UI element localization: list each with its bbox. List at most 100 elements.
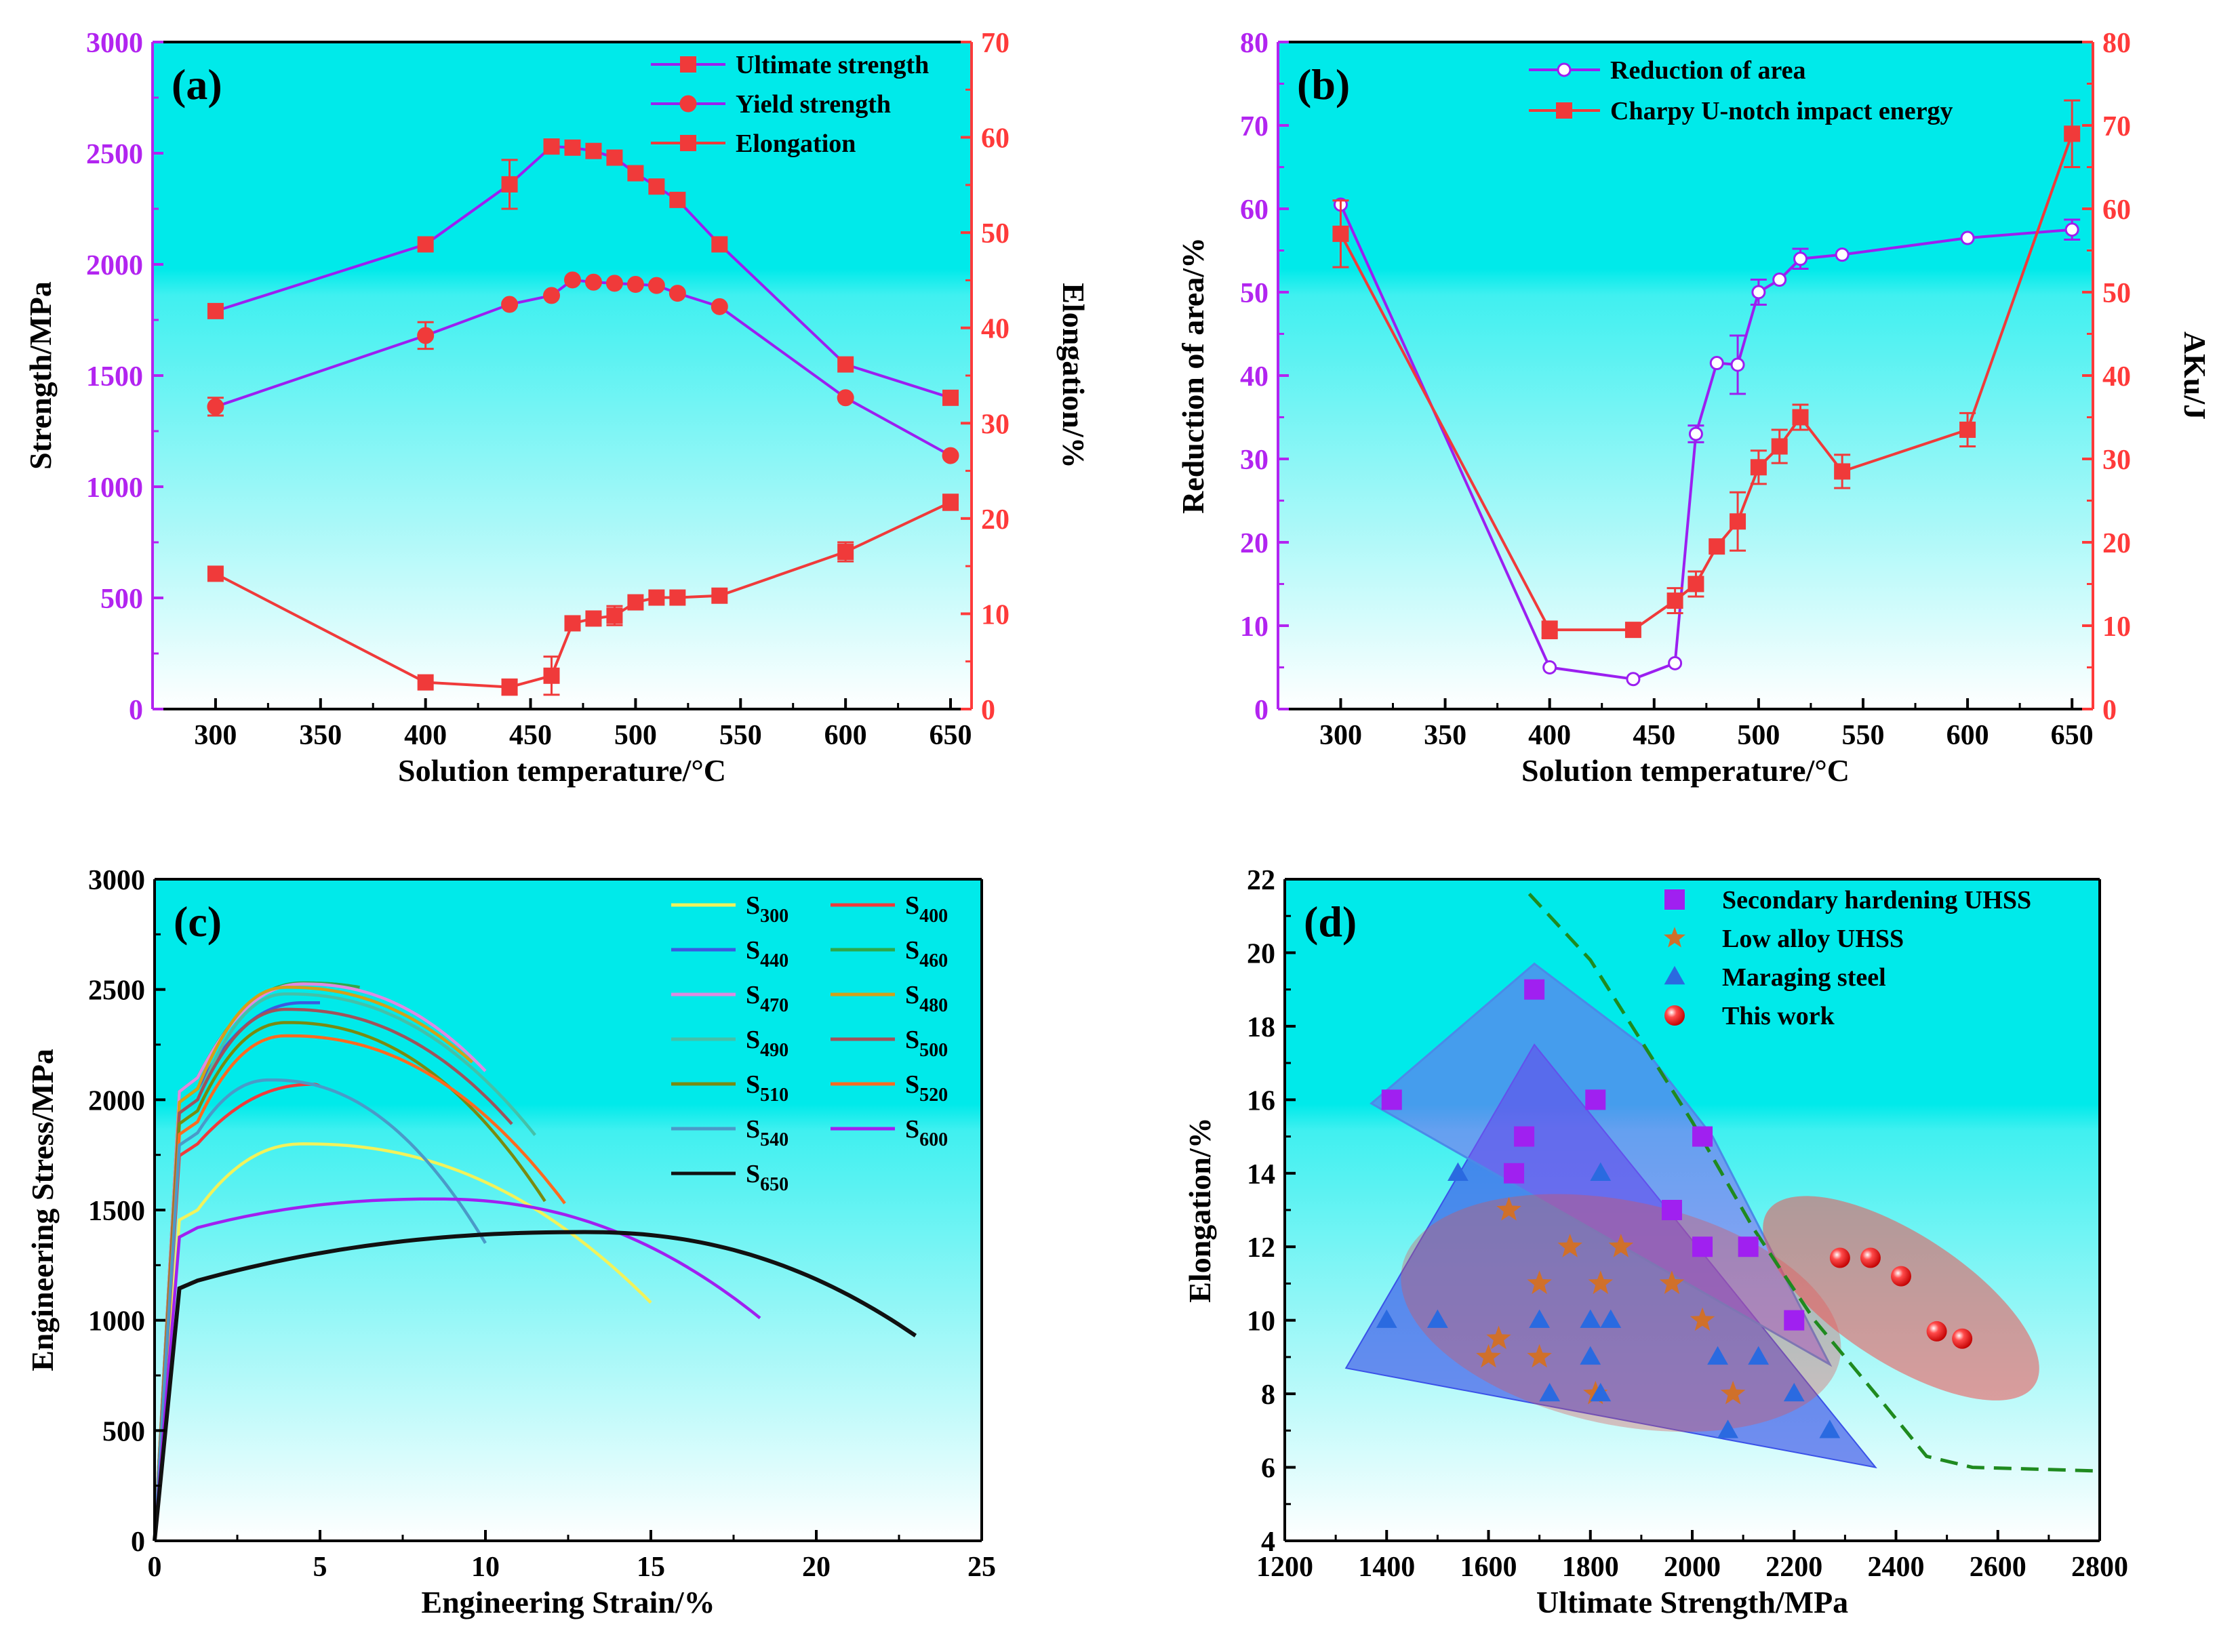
y2-tick-label: 10 [2102, 611, 2131, 643]
data-point-triangle [1447, 1162, 1469, 1181]
data-point [1688, 426, 1703, 441]
data-point-triangle [1539, 1383, 1561, 1402]
y2-tick-label: 0 [2102, 695, 2117, 726]
data-point [2064, 125, 2081, 142]
y2-tick-label: 20 [981, 504, 1010, 536]
y-tick-label: 500 [102, 1416, 145, 1447]
data-point-star [1476, 1344, 1501, 1368]
data-point [584, 273, 602, 291]
y-tick-label: 1500 [88, 1196, 145, 1227]
legend-label: S650 [746, 1160, 788, 1195]
data-point [585, 142, 602, 159]
legend-label-s: S [905, 936, 919, 965]
data-point [1835, 247, 1850, 262]
y2-tick-label: 80 [2102, 28, 2131, 59]
x-tick-label: 600 [824, 720, 867, 751]
data-point [1750, 459, 1767, 476]
panel-label: (b) [1297, 60, 1350, 108]
legend-label-sub: 600 [919, 1129, 948, 1150]
curve-S490 [153, 992, 536, 1542]
data-point-triangle [1426, 1309, 1448, 1328]
x-tick-label: 550 [719, 720, 762, 751]
data-point [942, 389, 959, 406]
data-point [1960, 230, 1975, 245]
plot-background [1278, 42, 2093, 709]
panel-label: (c) [174, 898, 222, 946]
data-point [207, 565, 224, 582]
x-tick-label: 400 [1528, 720, 1571, 751]
legend-label: Elongation [736, 129, 856, 158]
legend-label: S540 [746, 1115, 788, 1150]
legend-d: Secondary hardening UHSS Low alloy UHSS Ma… [1664, 886, 2031, 1030]
chart-c [153, 981, 917, 1542]
y-tick-label: 4 [1261, 1527, 1275, 1558]
data-point [627, 594, 644, 611]
x-tick-label: 500 [1737, 720, 1780, 751]
data-point-triangle [1580, 1346, 1601, 1365]
this-work-region [1763, 1196, 2039, 1401]
y-tick-label: 14 [1247, 1159, 1275, 1190]
legend-label: This work [1722, 1002, 1835, 1030]
x-axis-label: Ultimate Strength/MPa [1536, 1585, 1848, 1619]
data-point-triangle [1748, 1346, 1770, 1365]
y-tick-label: 0 [131, 1527, 145, 1558]
legend-marker [1664, 927, 1685, 948]
legend-label-sub: 440 [760, 950, 788, 971]
y2-tick-label: 60 [2102, 195, 2131, 226]
y-tick-label: 0 [129, 695, 143, 726]
legend-label-sub: 520 [919, 1085, 948, 1106]
legend-label-s: S [746, 981, 760, 1009]
y-tick-label: 30 [1240, 445, 1269, 476]
y-tick-label: 3000 [86, 28, 143, 59]
data-point [1771, 438, 1788, 455]
curve-S540 [153, 1078, 487, 1542]
data-point-square [1738, 1236, 1759, 1257]
legend-b: Reduction of area Charpy U-notch impact e… [1529, 56, 1953, 125]
legend-label-sub: 510 [760, 1085, 788, 1106]
legend-label: Ultimate strength [736, 51, 929, 79]
data-point [2064, 222, 2079, 237]
data-point-triangle [1590, 1162, 1612, 1181]
y-tick-label: 8 [1261, 1379, 1275, 1411]
data-point-star [1527, 1344, 1552, 1368]
data-point-star [1720, 1380, 1746, 1405]
data-point-square [1585, 1089, 1606, 1110]
data-point-triangle [1590, 1383, 1612, 1402]
data-point-square [1661, 1200, 1682, 1220]
data-point [501, 176, 518, 193]
data-point [1332, 225, 1349, 242]
data-point [1624, 622, 1641, 639]
legend-label-sub: 500 [919, 1040, 948, 1061]
legend-label: S440 [746, 936, 788, 971]
legend-a: Ultimate strength Yield strength Elongatio… [651, 51, 929, 158]
data-point [605, 275, 623, 292]
data-point-square [1524, 979, 1545, 1000]
x-tick-label: 1400 [1358, 1552, 1415, 1583]
y-axis-label: Reduction of area/% [1176, 237, 1210, 514]
x-tick-label: 5 [313, 1552, 327, 1583]
curve-S300 [153, 1142, 652, 1542]
data-point [417, 236, 434, 253]
data-point-circle [1860, 1247, 1881, 1268]
y-tick-label: 40 [1240, 361, 1269, 392]
panel-label: (d) [1304, 898, 1357, 946]
y2-tick-label: 20 [2102, 528, 2131, 559]
data-point [1730, 513, 1746, 530]
data-point-square [1381, 1089, 1402, 1110]
y2-tick-label: 0 [981, 695, 995, 726]
legend-label-s: S [746, 1115, 760, 1144]
x-tick-label: 350 [1424, 720, 1466, 751]
x-tick-label: 300 [194, 720, 237, 751]
data-point [837, 356, 854, 373]
legend-label-s: S [746, 891, 760, 920]
plot-background [155, 879, 982, 1541]
y-tick-label: 6 [1261, 1453, 1275, 1485]
y-tick-label: 50 [1240, 278, 1269, 309]
legend-label: Maraging steel [1722, 963, 1886, 992]
data-point [1687, 576, 1704, 592]
data-point [1626, 672, 1641, 687]
x-tick-label: 1600 [1460, 1552, 1517, 1583]
legend-marker [680, 56, 696, 73]
data-point [1668, 656, 1683, 670]
legend-label-s: S [905, 1115, 919, 1144]
